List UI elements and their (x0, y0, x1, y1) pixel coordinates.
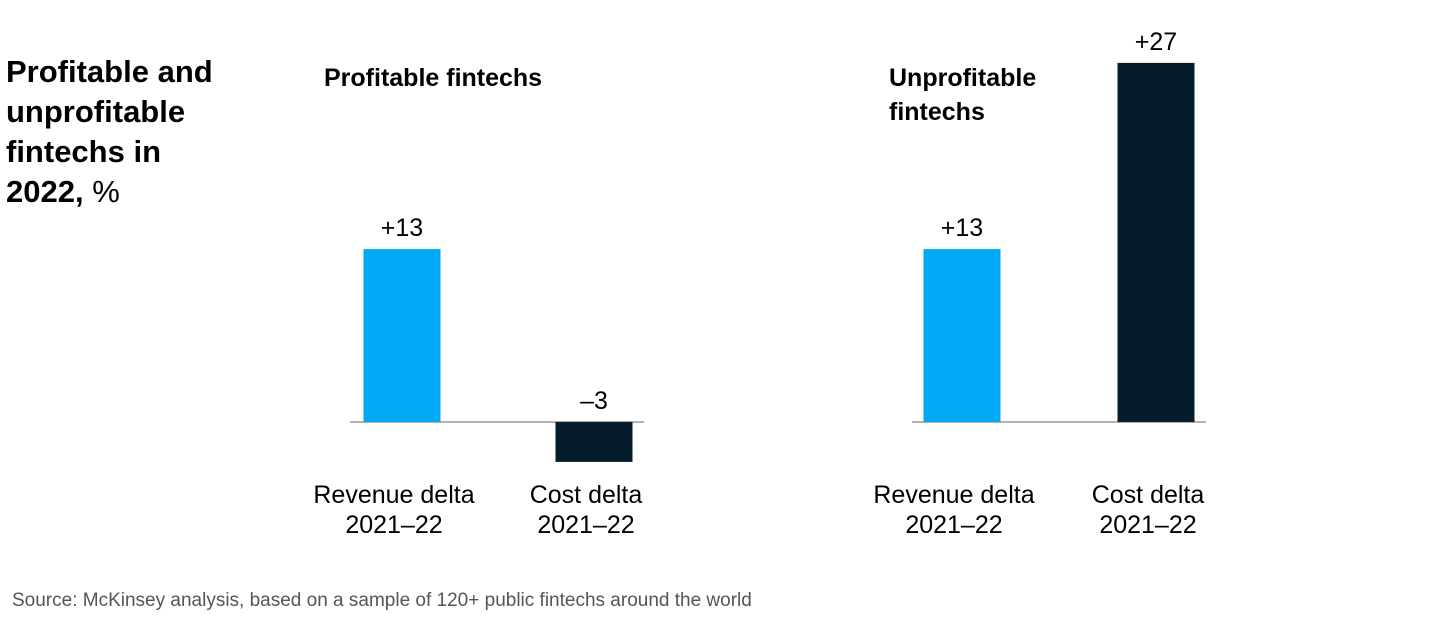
data-label-1-0: +13 (941, 214, 983, 242)
bar-1-1 (1117, 62, 1195, 423)
chart-title-text: Profitable and unprofitable fintechs in … (6, 54, 213, 209)
category-period-1-0: 2021–22 (905, 511, 1002, 539)
data-label-0-0: +13 (381, 214, 423, 242)
chart-title-unit: % (92, 174, 120, 209)
category-period-1-1: 2021–22 (1099, 511, 1196, 539)
source-note: Source: McKinsey analysis, based on a sa… (12, 590, 752, 611)
group-label-profitable: Profitable fintechs (324, 64, 543, 92)
data-label-1-1: +27 (1135, 28, 1177, 56)
category-period-0-0: 2021–22 (345, 511, 442, 539)
group-label-unprofitable: Unprofitable fintechs (889, 64, 1037, 126)
category-label-0-0: Revenue delta (313, 481, 474, 509)
bar-0-1 (555, 422, 633, 462)
category-label-0-1: Cost delta (530, 481, 643, 509)
category-period-0-1: 2021–22 (537, 511, 634, 539)
data-label-0-1: –3 (580, 387, 608, 415)
category-label-1-1: Cost delta (1092, 481, 1205, 509)
bar-0-0 (363, 249, 441, 422)
bar-1-0 (923, 249, 1001, 422)
category-label-1-0: Revenue delta (873, 481, 1034, 509)
chart-title: Profitable and unprofitable fintechs in … (6, 52, 246, 212)
